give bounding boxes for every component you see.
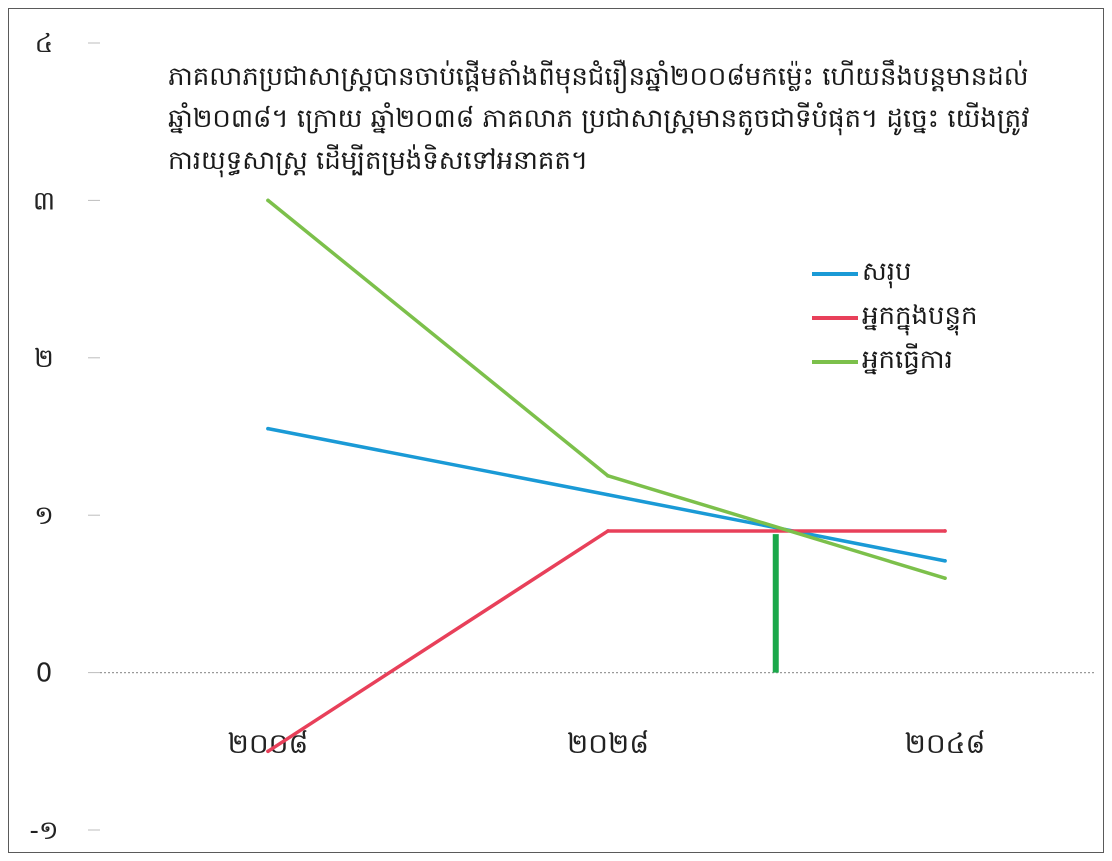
chart-legend: សរុប អ្នកក្នុងបន្ទុក អ្នកធ្វើការ: [812, 252, 978, 384]
chart-annotation: ភាគលាភប្រជាសាស្ត្របានចាប់ផ្តើមតាំងពីមុនជ…: [168, 56, 1068, 182]
series-0-point-2: [943, 559, 947, 563]
series-2-point-2: [943, 576, 947, 580]
series-1-point-1: [606, 529, 610, 533]
y-tick-label-0: -១: [29, 816, 58, 846]
legend-label-dependents: អ្នកក្នុងបន្ទុក: [862, 301, 978, 331]
annotation-line-2: ឆ្នាំ២០៣៨។ ក្រោយ ឆ្នាំ២០៣៨ ភាគលាភ ប្រជាស…: [168, 104, 1030, 134]
annotation-line-1: ភាគលាភប្រជាសាស្ត្របានចាប់ផ្តើមតាំងពីមុនជ…: [168, 62, 1029, 92]
chart-frame: [8, 8, 1104, 853]
legend-label-workers: អ្នកធ្វើការ: [862, 345, 953, 375]
series-2-point-0: [266, 198, 270, 203]
x-tick-label-2: ២០៤៨: [905, 727, 986, 760]
series-1-point-0: [266, 749, 270, 754]
series-1-point-2: [943, 529, 947, 533]
x-tick-label-1: ២០២៨: [567, 727, 649, 760]
y-tick-label-3: ២: [34, 344, 54, 374]
y-tick-label-1: 0: [36, 659, 53, 689]
legend-swatch-workers: [812, 360, 858, 364]
series-line-1: [266, 529, 947, 754]
series-0-point-1: [606, 492, 610, 497]
y-tick-label-4: ៣: [33, 186, 55, 216]
series-0-point-0: [266, 426, 270, 431]
legend-label-total: សរុប: [862, 257, 912, 287]
legend-item-dependents: អ្នកក្នុងបន្ទុក: [812, 296, 978, 340]
legend-swatch-dependents: [812, 316, 858, 320]
series-2-point-1: [606, 474, 610, 478]
legend-swatch-total: [812, 272, 858, 276]
legend-item-workers: អ្នកធ្វើការ: [812, 340, 978, 384]
legend-item-total: សរុប: [812, 252, 978, 296]
annotation-line-3: ការយុទ្ធសាស្ត្រ ដើម្បីតម្រង់ទិសទៅអនាគត។: [168, 146, 588, 176]
y-tick-label-5: ៤: [35, 29, 53, 59]
y-tick-label-2: ១: [34, 501, 54, 531]
